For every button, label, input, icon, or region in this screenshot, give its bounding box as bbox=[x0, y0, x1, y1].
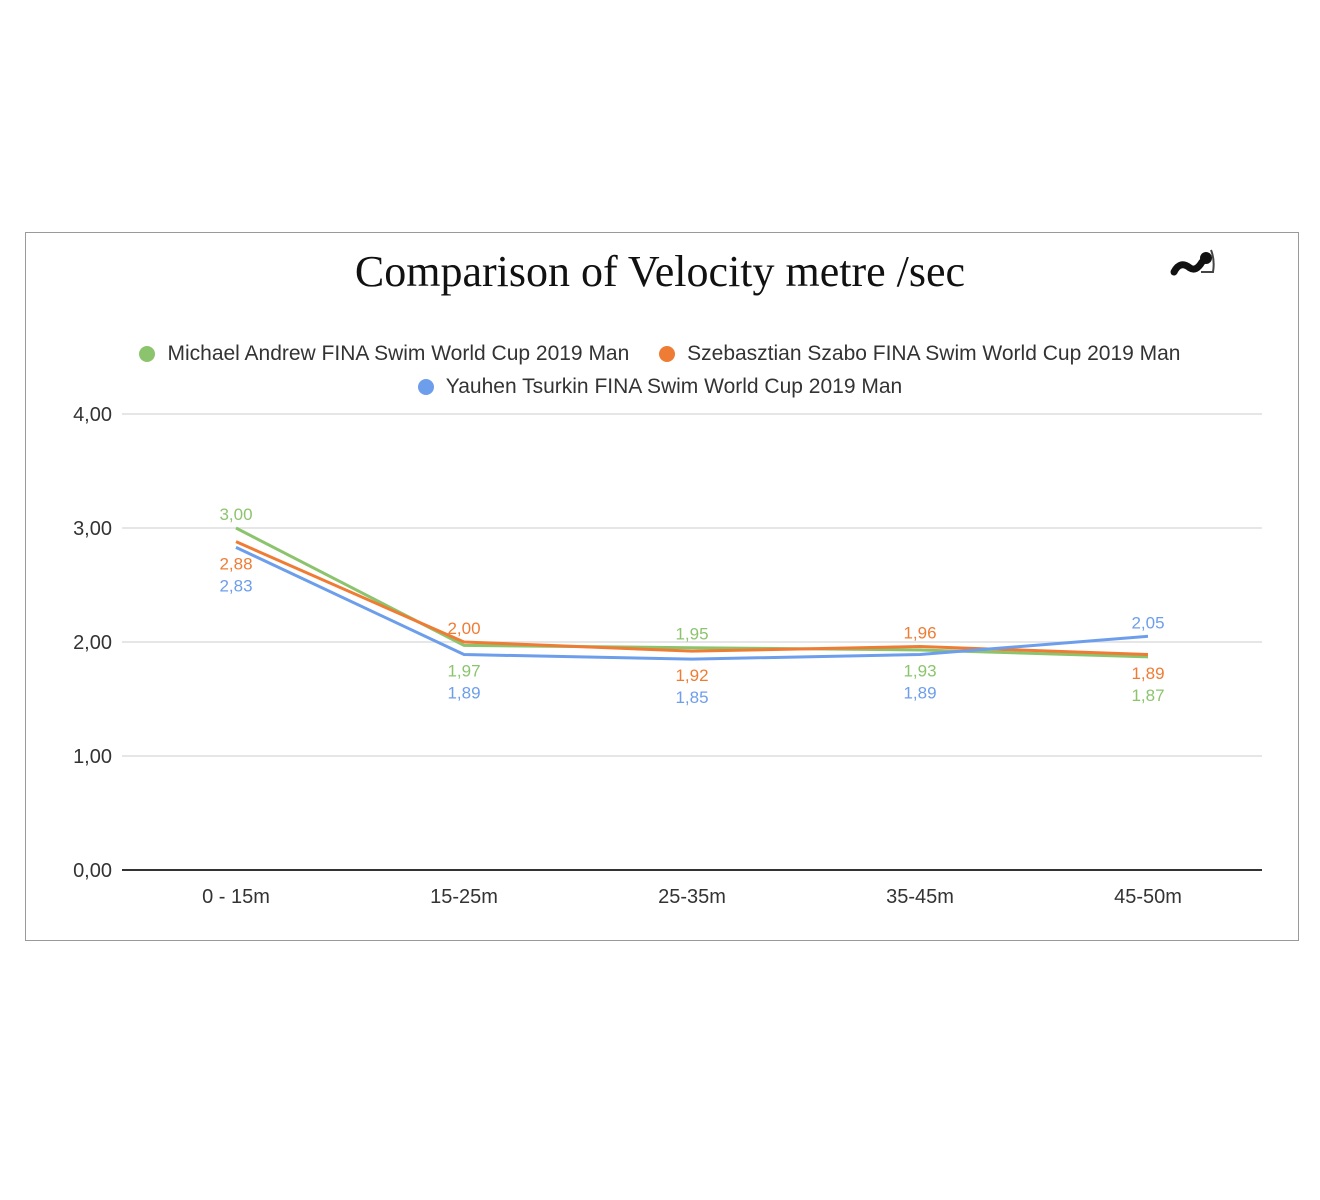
data-label: 1,89 bbox=[1131, 664, 1164, 683]
data-label: 1,87 bbox=[1131, 686, 1164, 705]
data-label: 1,95 bbox=[675, 625, 708, 644]
x-tick-label: 0 - 15m bbox=[202, 886, 270, 908]
swimmer-icon bbox=[1170, 249, 1215, 276]
data-label: 1,89 bbox=[903, 684, 936, 703]
data-label: 2,05 bbox=[1131, 613, 1164, 632]
legend-item: Yauhen Tsurkin FINA Swim World Cup 2019 … bbox=[417, 375, 902, 399]
data-label: 1,96 bbox=[903, 624, 936, 643]
series-line bbox=[235, 526, 1149, 659]
y-tick-label: 0,00 bbox=[73, 860, 112, 882]
data-label: 2,00 bbox=[447, 619, 480, 638]
data-label: 1,97 bbox=[447, 662, 480, 681]
x-tick-label: 15-25m bbox=[430, 886, 498, 908]
legend-dot bbox=[659, 346, 676, 362]
x-tick-label: 45-50m bbox=[1114, 886, 1182, 908]
y-tick-label: 1,00 bbox=[73, 746, 112, 768]
data-label: 2,88 bbox=[219, 554, 252, 573]
data-label: 1,92 bbox=[675, 666, 708, 685]
legend-item: Michael Andrew FINA Swim World Cup 2019 … bbox=[139, 342, 629, 366]
legend-dot bbox=[417, 379, 434, 395]
x-tick-label: 25-35m bbox=[658, 886, 726, 908]
data-label: 1,93 bbox=[903, 662, 936, 681]
y-tick-label: 2,00 bbox=[73, 632, 112, 654]
data-label: 1,89 bbox=[447, 684, 480, 703]
x-tick-label: 35-45m bbox=[886, 886, 954, 908]
legend-item: Szebasztian Szabo FINA Swim World Cup 20… bbox=[659, 342, 1181, 366]
chart-frame bbox=[25, 232, 1299, 941]
legend-row-2: Yauhen Tsurkin FINA Swim World Cup 2019 … bbox=[0, 375, 1320, 401]
data-label: 1,85 bbox=[675, 688, 708, 707]
data-label: 2,83 bbox=[219, 576, 252, 595]
y-tick-label: 3,00 bbox=[73, 518, 112, 540]
analysisswim-logo bbox=[1116, 246, 1268, 306]
legend-row-1: Michael Andrew FINA Swim World Cup 2019 … bbox=[0, 342, 1320, 368]
legend-dot bbox=[139, 346, 156, 362]
series-line bbox=[235, 546, 1149, 661]
data-label: 3,00 bbox=[219, 505, 252, 524]
chart-title: Comparison of Velocity metre /sec bbox=[354, 247, 966, 296]
y-tick-label: 4,00 bbox=[73, 404, 112, 426]
